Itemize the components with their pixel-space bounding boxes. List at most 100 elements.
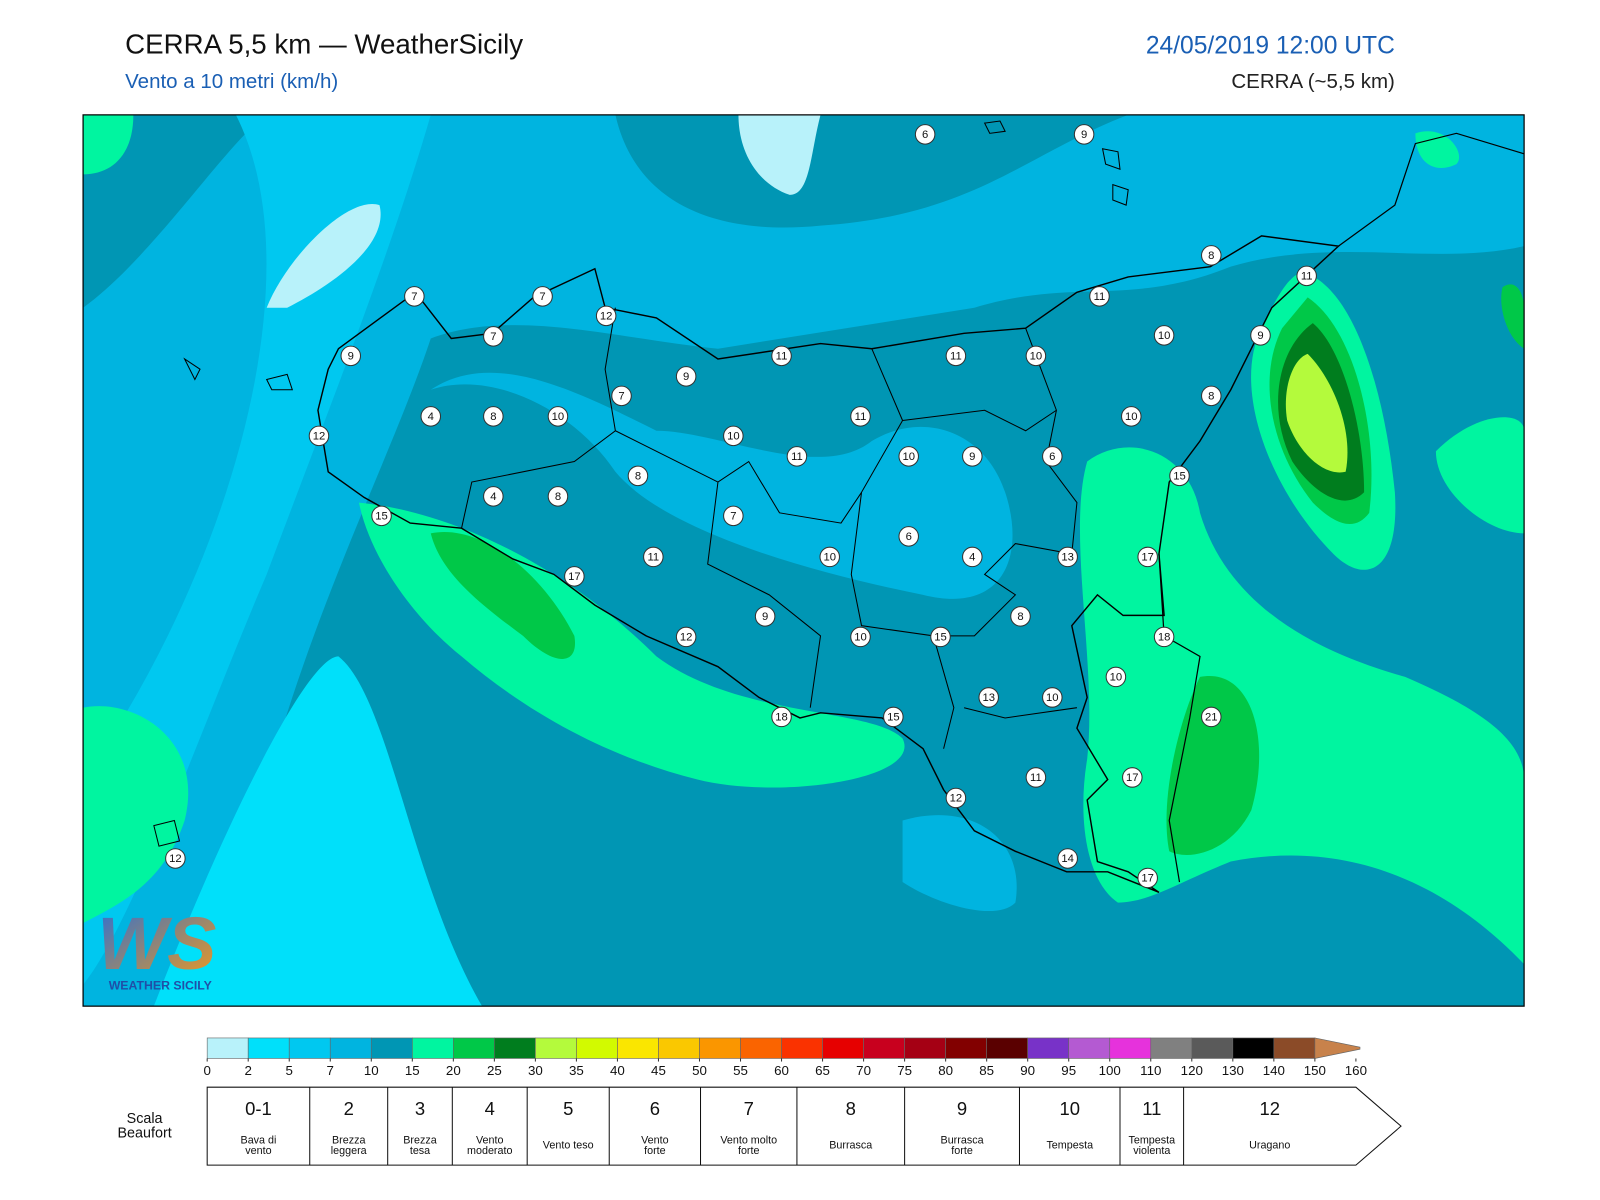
station: 10 <box>1042 687 1063 708</box>
beaufort-force: 9 <box>957 1098 967 1119</box>
station-marker <box>1042 687 1063 708</box>
station: 11 <box>1089 286 1110 307</box>
tick-label: 35 <box>569 1063 584 1078</box>
beaufort-description: tesa <box>410 1145 430 1157</box>
color-swatch <box>494 1037 536 1059</box>
color-swatch <box>1273 1037 1316 1059</box>
station-value: 10 <box>1046 692 1059 704</box>
colorbar: 0 2 5 7 10 15 20 25 30 35 40 45 50 55 60 65 70 75 80 85 90 95… <box>203 1037 1367 1078</box>
field-band <box>153 656 483 1007</box>
station: 10 <box>1025 345 1047 367</box>
field-band <box>430 532 576 659</box>
station-value: 15 <box>934 631 947 643</box>
tick-label: 2 <box>244 1063 251 1078</box>
station-marker <box>404 286 425 307</box>
station: 4 <box>483 486 504 507</box>
station: 7 <box>404 286 425 307</box>
beaufort-description: Vento molto <box>720 1135 777 1147</box>
field-band <box>738 114 821 195</box>
beaufort-description: Burrasca <box>941 1135 984 1147</box>
station: 18 <box>771 706 792 728</box>
station: 8 <box>1201 385 1222 407</box>
color-swatch <box>329 1037 372 1059</box>
station-value: 18 <box>1158 631 1171 643</box>
tick-label: 110 <box>1140 1063 1161 1078</box>
tick-label: 40 <box>610 1063 625 1078</box>
province-border <box>461 307 1078 749</box>
station-marker <box>564 566 585 587</box>
island <box>153 120 1129 847</box>
station-marker <box>165 848 186 869</box>
station-marker <box>340 345 362 367</box>
station-value: 4 <box>490 491 496 503</box>
station-value: 18 <box>775 711 788 723</box>
station-value: 15 <box>1173 470 1186 482</box>
logo-mark: WS <box>97 902 216 985</box>
beaufort-description: Tempesta <box>1046 1140 1093 1152</box>
field-band <box>1435 417 1525 534</box>
station-marker <box>483 486 504 507</box>
station-value: 8 <box>635 470 641 482</box>
station: 13 <box>1057 546 1078 568</box>
field-band <box>1501 284 1525 349</box>
color-swatch <box>1027 1037 1070 1059</box>
station-marker <box>483 406 504 427</box>
station-marker <box>898 446 919 467</box>
station: 6 <box>898 526 919 547</box>
station-labels: 6 9 8 11 7 7 12 11 7 10 9 9 11 11 10 9 7 8 4 8 10 11 10 12 10 11 1… <box>165 124 1317 889</box>
station-marker <box>675 366 697 387</box>
station-value: 11 <box>776 350 788 362</box>
tick-label: 15 <box>405 1063 420 1078</box>
station: 10 <box>850 626 871 648</box>
beaufort-force: 8 <box>846 1098 856 1119</box>
station-value: 11 <box>950 350 962 362</box>
station-value: 17 <box>568 571 581 583</box>
color-swatch <box>904 1037 946 1059</box>
station: 6 <box>1042 446 1063 467</box>
station: 10 <box>723 425 744 447</box>
station-value: 8 <box>555 491 561 503</box>
station-value: 8 <box>1208 390 1214 402</box>
station-value: 7 <box>730 510 736 522</box>
station-value: 17 <box>1141 551 1154 563</box>
station-value: 8 <box>1017 611 1023 623</box>
field-band <box>83 114 134 175</box>
tick-label: 25 <box>487 1063 502 1078</box>
beaufort-force: 2 <box>344 1098 354 1119</box>
station: 11 <box>1296 265 1317 287</box>
station-value: 10 <box>854 631 867 643</box>
station: 8 <box>547 486 569 507</box>
station-value: 4 <box>969 551 975 563</box>
tick-label: 50 <box>692 1063 707 1078</box>
station-value: 10 <box>552 411 565 423</box>
station-value: 7 <box>490 331 496 343</box>
station-marker <box>850 626 871 648</box>
station-marker <box>1121 406 1142 427</box>
station: 11 <box>1025 767 1047 788</box>
station-marker <box>483 326 504 347</box>
station-marker <box>819 546 840 568</box>
station-value: 9 <box>1257 330 1263 342</box>
wind-field: 6 9 8 11 7 7 12 11 7 10 9 9 11 11 10 9 7 8 4 8 10 11 10 12 10 11 1… <box>83 114 1525 1007</box>
station-value: 10 <box>1125 411 1138 423</box>
beaufort-description: Bava di <box>241 1135 277 1147</box>
field-band <box>1285 353 1348 473</box>
station-marker <box>978 687 999 708</box>
station-value: 6 <box>1049 451 1055 463</box>
station-marker <box>1025 767 1047 788</box>
scale-frame <box>206 1086 1402 1166</box>
color-swatch <box>617 1037 659 1059</box>
beaufort-force: 0-1 <box>245 1098 272 1119</box>
beaufort-description: Burrasca <box>829 1140 872 1152</box>
station: 8 <box>483 406 504 427</box>
datetime: 24/05/2019 12:00 UTC <box>1146 32 1395 59</box>
station-marker <box>1201 385 1222 407</box>
station: 9 <box>675 366 697 387</box>
station-value: 6 <box>906 531 912 543</box>
color-swatch <box>206 1037 249 1059</box>
beaufort-force: 4 <box>485 1098 495 1119</box>
beaufort-description: forte <box>951 1145 973 1157</box>
coastline <box>317 235 1341 893</box>
station-value: 15 <box>375 510 388 522</box>
